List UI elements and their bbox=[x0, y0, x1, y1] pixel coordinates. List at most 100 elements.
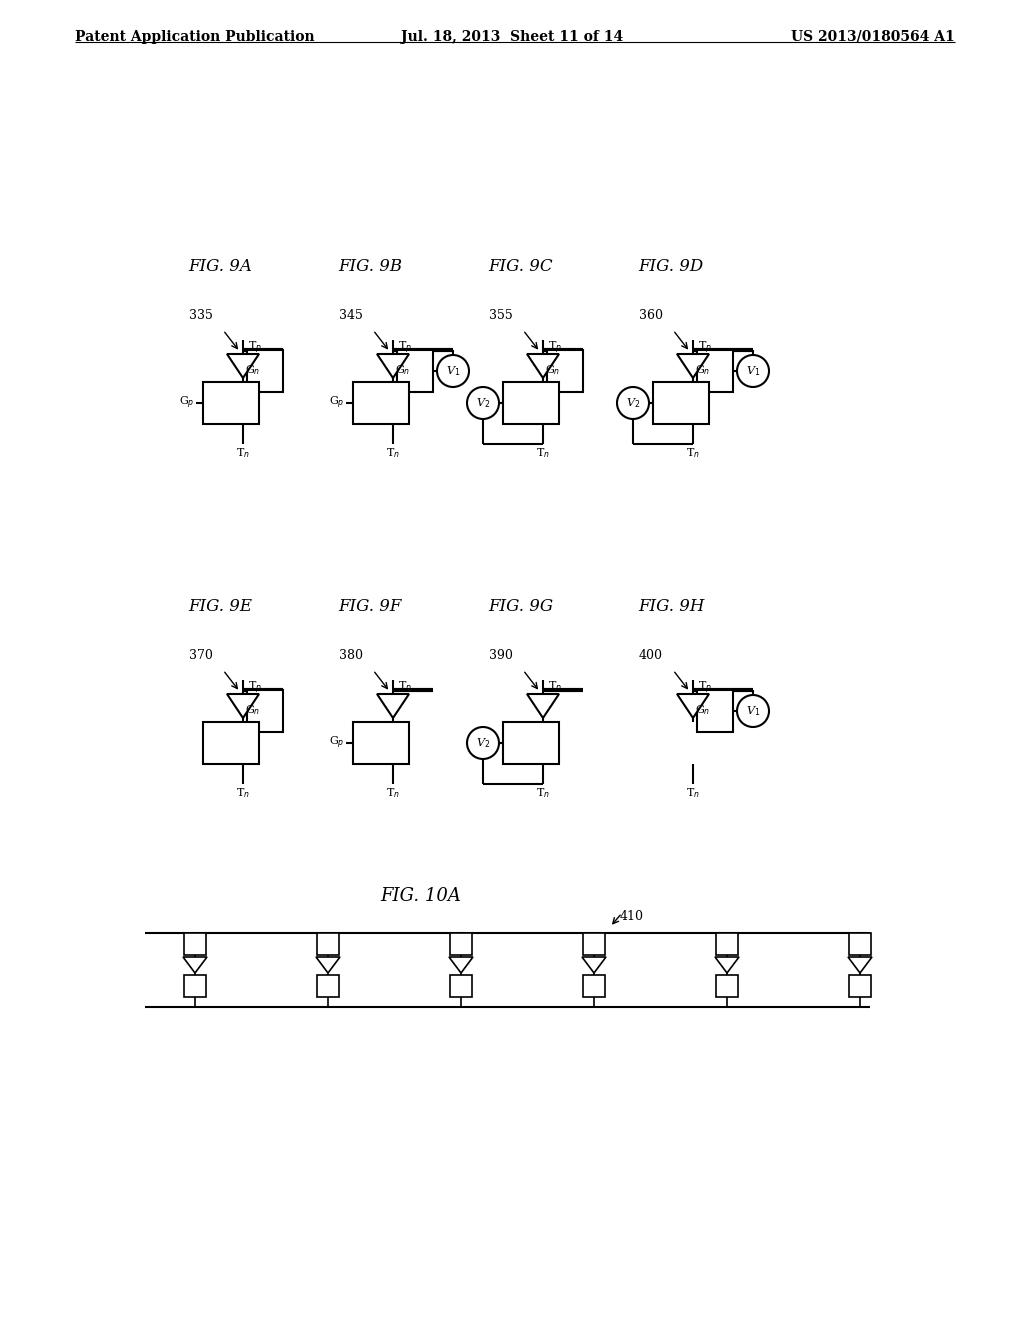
Text: T$_n$: T$_n$ bbox=[536, 446, 550, 459]
Bar bbox=[397, 350, 433, 392]
Bar bbox=[716, 933, 738, 954]
Text: 345: 345 bbox=[339, 309, 362, 322]
Text: T$_n$: T$_n$ bbox=[386, 446, 400, 459]
Text: FIG. 9H: FIG. 9H bbox=[638, 598, 705, 615]
Text: G$_p$: G$_p$ bbox=[479, 735, 495, 751]
Text: FIG. 9G: FIG. 9G bbox=[488, 598, 553, 615]
Text: V$_2$: V$_2$ bbox=[476, 737, 490, 750]
Bar bbox=[849, 975, 871, 997]
Polygon shape bbox=[527, 354, 559, 378]
Polygon shape bbox=[677, 354, 709, 378]
Bar bbox=[184, 975, 206, 997]
Bar bbox=[697, 690, 733, 733]
Text: 370: 370 bbox=[189, 649, 213, 663]
Polygon shape bbox=[183, 957, 207, 973]
Circle shape bbox=[467, 727, 499, 759]
Text: US 2013/0180564 A1: US 2013/0180564 A1 bbox=[792, 30, 955, 44]
Text: G$_p$: G$_p$ bbox=[479, 395, 495, 412]
Text: G$_n$: G$_n$ bbox=[245, 363, 260, 378]
Text: FIG. 9E: FIG. 9E bbox=[188, 598, 252, 615]
Polygon shape bbox=[316, 957, 340, 973]
Text: 410: 410 bbox=[620, 909, 644, 923]
Text: FIG. 9A: FIG. 9A bbox=[188, 257, 252, 275]
Text: V$_2$: V$_2$ bbox=[626, 396, 640, 411]
Text: T$_n$: T$_n$ bbox=[536, 785, 550, 800]
Text: FIG. 9F: FIG. 9F bbox=[338, 598, 401, 615]
Polygon shape bbox=[582, 957, 606, 973]
Text: G$_n$: G$_n$ bbox=[695, 363, 711, 378]
Circle shape bbox=[617, 387, 649, 418]
Text: T$_n$: T$_n$ bbox=[686, 785, 700, 800]
Bar bbox=[716, 975, 738, 997]
Text: T$_p$: T$_p$ bbox=[698, 341, 712, 356]
Text: FIG. 9C: FIG. 9C bbox=[488, 257, 553, 275]
Circle shape bbox=[437, 355, 469, 387]
Text: G$_p$: G$_p$ bbox=[330, 735, 345, 751]
Text: 380: 380 bbox=[339, 649, 362, 663]
Bar bbox=[317, 933, 339, 954]
Bar bbox=[849, 933, 871, 954]
Text: FIG. 9D: FIG. 9D bbox=[638, 257, 703, 275]
Text: T$_p$: T$_p$ bbox=[698, 680, 712, 697]
Bar bbox=[247, 350, 283, 392]
Bar bbox=[247, 690, 283, 733]
Text: T$_p$: T$_p$ bbox=[248, 680, 262, 697]
Text: V$_1$: V$_1$ bbox=[745, 364, 760, 378]
Polygon shape bbox=[377, 354, 409, 378]
Text: T$_p$: T$_p$ bbox=[248, 341, 262, 356]
Text: T$_n$: T$_n$ bbox=[237, 785, 250, 800]
Circle shape bbox=[737, 355, 769, 387]
Text: G$_n$: G$_n$ bbox=[395, 363, 411, 378]
Text: V$_2$: V$_2$ bbox=[476, 396, 490, 411]
Text: 335: 335 bbox=[189, 309, 213, 322]
Text: T$_p$: T$_p$ bbox=[548, 680, 562, 697]
Bar bbox=[353, 381, 409, 424]
Polygon shape bbox=[377, 694, 409, 718]
Bar bbox=[203, 722, 259, 764]
Bar bbox=[353, 722, 409, 764]
Bar bbox=[317, 975, 339, 997]
Bar bbox=[653, 381, 709, 424]
Polygon shape bbox=[677, 694, 709, 718]
Text: 355: 355 bbox=[489, 309, 513, 322]
Bar bbox=[184, 933, 206, 954]
Bar bbox=[450, 933, 472, 954]
Text: T$_n$: T$_n$ bbox=[386, 785, 400, 800]
Text: T$_p$: T$_p$ bbox=[398, 680, 412, 697]
Polygon shape bbox=[227, 354, 259, 378]
Text: T$_n$: T$_n$ bbox=[237, 446, 250, 459]
Circle shape bbox=[737, 696, 769, 727]
Text: G$_p$: G$_p$ bbox=[630, 395, 645, 412]
Text: 360: 360 bbox=[639, 309, 663, 322]
Bar bbox=[503, 381, 559, 424]
Text: V$_1$: V$_1$ bbox=[445, 364, 460, 378]
Text: Patent Application Publication: Patent Application Publication bbox=[75, 30, 314, 44]
Polygon shape bbox=[527, 694, 559, 718]
Bar bbox=[503, 722, 559, 764]
Bar bbox=[583, 975, 605, 997]
Text: 390: 390 bbox=[489, 649, 513, 663]
Bar bbox=[203, 381, 259, 424]
Polygon shape bbox=[449, 957, 473, 973]
Polygon shape bbox=[848, 957, 872, 973]
Text: G$_p$: G$_p$ bbox=[179, 395, 195, 412]
Text: V$_1$: V$_1$ bbox=[745, 704, 760, 718]
Bar bbox=[547, 350, 583, 392]
Bar bbox=[697, 350, 733, 392]
Text: T$_p$: T$_p$ bbox=[398, 341, 412, 356]
Text: T$_n$: T$_n$ bbox=[686, 446, 700, 459]
Text: G$_n$: G$_n$ bbox=[245, 704, 260, 717]
Text: FIG. 10A: FIG. 10A bbox=[380, 887, 461, 906]
Polygon shape bbox=[715, 957, 739, 973]
Text: FIG. 9B: FIG. 9B bbox=[338, 257, 402, 275]
Text: G$_n$: G$_n$ bbox=[545, 363, 560, 378]
Text: G$_p$: G$_p$ bbox=[330, 395, 345, 412]
Text: Jul. 18, 2013  Sheet 11 of 14: Jul. 18, 2013 Sheet 11 of 14 bbox=[400, 30, 624, 44]
Circle shape bbox=[467, 387, 499, 418]
Text: G$_n$: G$_n$ bbox=[695, 704, 711, 717]
Bar bbox=[450, 975, 472, 997]
Text: 400: 400 bbox=[639, 649, 663, 663]
Polygon shape bbox=[227, 694, 259, 718]
Bar bbox=[583, 933, 605, 954]
Text: T$_p$: T$_p$ bbox=[548, 341, 562, 356]
